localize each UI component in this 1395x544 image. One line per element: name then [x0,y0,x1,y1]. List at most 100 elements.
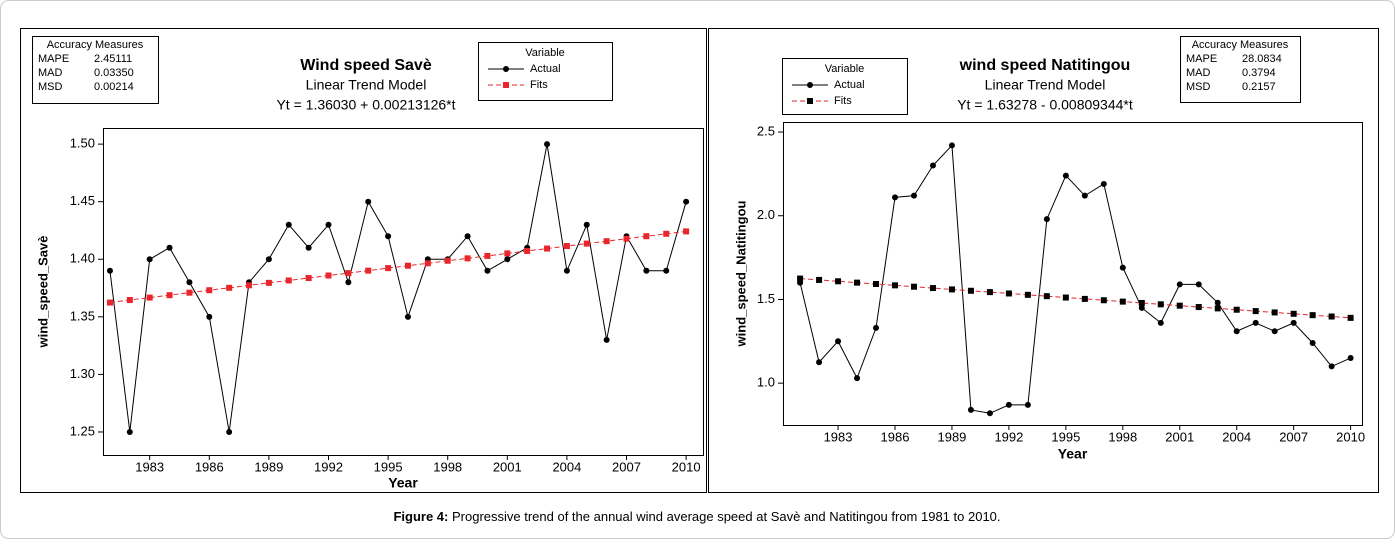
point [424,260,431,267]
point [1271,309,1278,316]
legend-marker [807,82,813,88]
point [1081,295,1088,302]
point [929,162,936,169]
x-tick-label: 1989 [937,429,966,444]
point [683,228,690,235]
point [683,198,690,205]
point [1347,355,1354,362]
accuracy-box [32,36,159,104]
y-tick-label: 1.50 [70,136,95,151]
panel-border [708,28,1379,493]
x-tick-label: 2001 [493,459,522,474]
y-axis-label: wind_speed_Natitingou [733,200,748,347]
point [1062,294,1069,301]
legend-label: Actual [834,79,865,91]
point [1100,297,1107,304]
point [345,270,352,277]
point [166,244,173,251]
point [504,250,511,257]
point [1233,328,1240,335]
y-tick-label: 2.0 [757,207,775,222]
point [106,267,113,274]
x-tick-label: 1998 [433,459,462,474]
accuracy-cell: 28.0834 [1242,53,1282,65]
point [854,375,861,382]
legend-label: Fits [530,79,548,91]
point [910,283,917,290]
point [967,287,974,294]
point [873,324,880,331]
point [583,240,590,247]
x-tick-label: 1983 [135,459,164,474]
point [186,289,193,296]
point [1347,314,1354,321]
point [544,141,551,148]
x-tick-label: 1986 [881,429,910,444]
accuracy-cell: MAD [1186,67,1211,79]
point [404,313,411,320]
legend-marker [503,82,509,88]
point [1328,313,1335,320]
x-tick-label: 1998 [1108,429,1137,444]
point [524,247,531,254]
point [948,142,955,149]
point [226,284,233,291]
y-axis-label: wind_speed_Savè [35,236,50,349]
point [226,428,233,435]
point [325,272,332,279]
accuracy-cell: 2.45111 [94,53,132,65]
point [643,267,650,274]
point [1309,339,1316,346]
point [265,279,272,286]
point [854,279,861,286]
point [1100,180,1107,187]
point [1138,299,1145,306]
chart-title: wind speed Natitingou [959,57,1131,74]
x-tick-label: 2007 [612,459,641,474]
accuracy-cell: 0.00214 [94,81,134,93]
point [1081,192,1088,199]
x-tick-label: 1986 [195,459,224,474]
point [325,221,332,228]
accuracy-title: Accuracy Measures [1192,39,1289,51]
point [603,336,610,343]
point [1138,304,1145,311]
point [464,255,471,262]
point [1233,306,1240,313]
point [835,278,842,285]
point [1214,299,1221,306]
point [1195,281,1202,288]
plot-area [783,122,1363,426]
point [1290,310,1297,317]
legend-marker [503,66,509,72]
point [1157,319,1164,326]
accuracy-cell: MSD [1186,81,1211,93]
point [444,257,451,264]
plot-area [103,128,704,456]
accuracy-cell: MAPE [38,53,69,65]
x-tick-label: 1995 [1051,429,1080,444]
point [892,282,899,289]
point [563,243,570,250]
y-tick-label: 1.45 [70,193,95,208]
x-tick-label: 1983 [824,429,853,444]
point [404,262,411,269]
series-line [799,144,1351,414]
point [967,406,974,413]
point [1119,298,1126,305]
y-tick-label: 1.25 [70,423,95,438]
point [1328,363,1335,370]
legend-box [478,42,613,101]
point [285,221,292,228]
point [1062,172,1069,179]
point [623,235,630,242]
point [583,221,590,228]
legend-title: Variable [825,63,865,75]
equation: Yt = 1.36030 + 0.00213126*t [276,97,455,113]
point [1005,290,1012,297]
panel-border [20,28,707,493]
point [1043,216,1050,223]
point [1195,304,1202,311]
point [345,279,352,286]
point [1176,281,1183,288]
